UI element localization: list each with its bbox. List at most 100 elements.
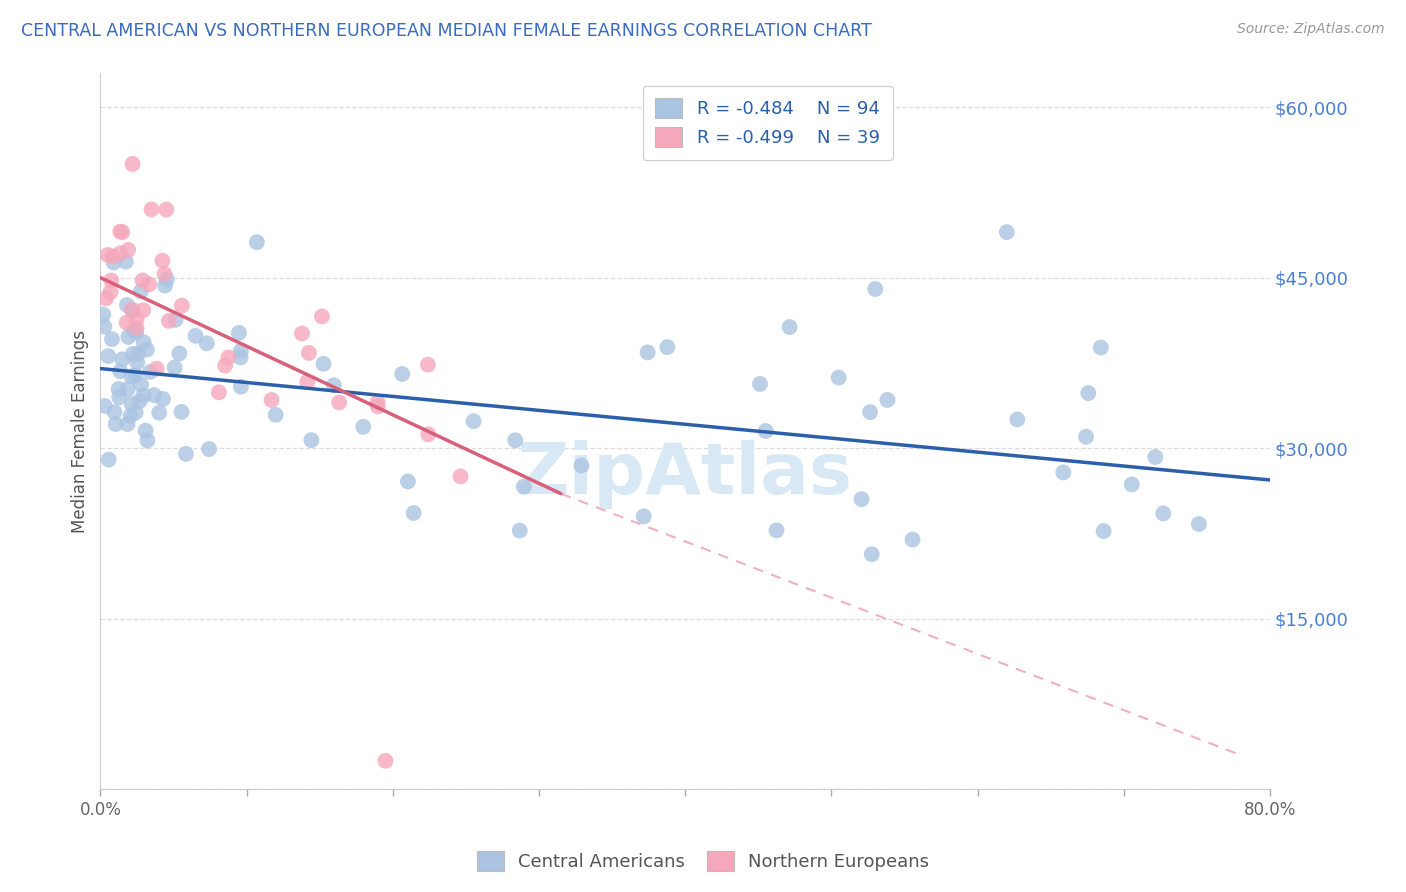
Point bbox=[208, 385, 231, 400]
Point bbox=[132, 388, 155, 402]
Point bbox=[100, 285, 122, 300]
Point bbox=[138, 277, 160, 292]
Point bbox=[114, 254, 136, 268]
Point bbox=[402, 506, 425, 520]
Point bbox=[121, 302, 143, 317]
Point bbox=[1121, 477, 1143, 491]
Point bbox=[129, 285, 152, 299]
Point bbox=[311, 310, 333, 324]
Point bbox=[463, 414, 485, 428]
Point bbox=[125, 321, 148, 335]
Point bbox=[1052, 466, 1074, 480]
Point bbox=[121, 347, 143, 361]
Point bbox=[995, 225, 1018, 239]
Point bbox=[148, 406, 170, 420]
Y-axis label: Median Female Earnings: Median Female Earnings bbox=[72, 330, 89, 533]
Point bbox=[749, 376, 772, 391]
Point bbox=[450, 469, 472, 483]
Point bbox=[117, 417, 139, 431]
Point bbox=[145, 361, 167, 376]
Point bbox=[110, 246, 132, 260]
Point bbox=[115, 316, 138, 330]
Point bbox=[291, 326, 314, 341]
Point bbox=[513, 480, 536, 494]
Point bbox=[108, 390, 131, 404]
Point bbox=[169, 346, 191, 360]
Point bbox=[170, 299, 193, 313]
Point bbox=[198, 442, 221, 456]
Point bbox=[246, 235, 269, 249]
Point bbox=[155, 202, 177, 217]
Point bbox=[125, 325, 148, 339]
Point bbox=[779, 320, 801, 334]
Point bbox=[121, 304, 143, 318]
Point bbox=[103, 255, 125, 269]
Point bbox=[111, 225, 134, 239]
Point bbox=[633, 509, 655, 524]
Point bbox=[229, 351, 252, 365]
Point bbox=[101, 332, 124, 346]
Point bbox=[901, 533, 924, 547]
Point bbox=[110, 364, 132, 378]
Point bbox=[122, 324, 145, 338]
Point bbox=[374, 754, 396, 768]
Text: CENTRAL AMERICAN VS NORTHERN EUROPEAN MEDIAN FEMALE EARNINGS CORRELATION CHART: CENTRAL AMERICAN VS NORTHERN EUROPEAN ME… bbox=[21, 22, 872, 40]
Point bbox=[657, 340, 679, 354]
Point bbox=[156, 272, 179, 286]
Point bbox=[827, 370, 849, 384]
Point bbox=[184, 328, 207, 343]
Point bbox=[299, 433, 322, 447]
Point bbox=[124, 405, 146, 419]
Point bbox=[97, 452, 120, 467]
Point bbox=[127, 355, 149, 369]
Point bbox=[396, 475, 419, 489]
Point bbox=[416, 358, 439, 372]
Legend: R = -0.484    N = 94, R = -0.499    N = 39: R = -0.484 N = 94, R = -0.499 N = 39 bbox=[643, 86, 893, 160]
Point bbox=[93, 399, 115, 413]
Point bbox=[322, 378, 344, 392]
Point bbox=[165, 313, 187, 327]
Point bbox=[229, 343, 252, 358]
Point bbox=[174, 447, 197, 461]
Text: Source: ZipAtlas.com: Source: ZipAtlas.com bbox=[1237, 22, 1385, 37]
Point bbox=[152, 253, 174, 268]
Point bbox=[217, 351, 239, 365]
Point bbox=[859, 405, 882, 419]
Point bbox=[143, 388, 166, 402]
Point bbox=[110, 225, 132, 239]
Point bbox=[97, 349, 120, 363]
Point bbox=[135, 343, 157, 357]
Point bbox=[1007, 412, 1029, 426]
Point bbox=[117, 382, 139, 396]
Point bbox=[1077, 386, 1099, 401]
Point bbox=[367, 400, 389, 414]
Point bbox=[104, 417, 127, 431]
Point bbox=[128, 394, 150, 409]
Point bbox=[503, 434, 526, 448]
Point bbox=[117, 243, 139, 257]
Point bbox=[1144, 450, 1167, 464]
Point bbox=[125, 313, 148, 327]
Point bbox=[391, 367, 413, 381]
Point bbox=[571, 458, 593, 473]
Point bbox=[139, 365, 162, 379]
Point bbox=[111, 352, 134, 367]
Point bbox=[120, 409, 142, 423]
Point bbox=[93, 319, 115, 334]
Point bbox=[121, 157, 143, 171]
Point bbox=[91, 308, 114, 322]
Point bbox=[297, 375, 319, 389]
Point bbox=[863, 282, 886, 296]
Point bbox=[228, 326, 250, 340]
Text: ZipAtlas: ZipAtlas bbox=[517, 440, 853, 508]
Point bbox=[103, 405, 125, 419]
Point bbox=[1152, 507, 1174, 521]
Point bbox=[121, 397, 143, 411]
Point bbox=[101, 249, 124, 263]
Point bbox=[100, 273, 122, 287]
Point bbox=[131, 273, 153, 287]
Point bbox=[129, 377, 152, 392]
Point bbox=[260, 392, 283, 407]
Point bbox=[328, 395, 350, 409]
Point bbox=[97, 248, 120, 262]
